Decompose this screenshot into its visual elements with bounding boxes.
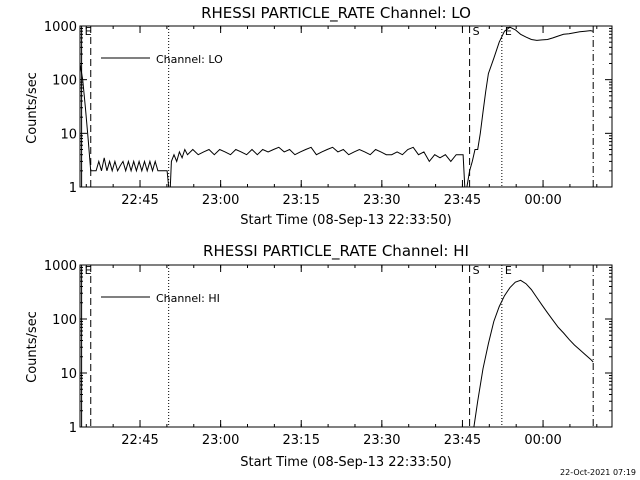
hi-rate-series-line [473, 279, 594, 428]
hi-x-tick-label: 23:45 [444, 433, 481, 448]
hi-y-axis-label: Counts/sec [25, 311, 40, 383]
lo-channel-panel: RHESSI PARTICLE_RATE Channel: LO Start T… [25, 4, 613, 228]
hi-event-marker-label: S [473, 264, 480, 277]
hi-x-tick-label: 23:15 [283, 433, 320, 448]
lo-y-tick-label: 1 [69, 181, 77, 196]
lo-x-tick-label: 23:00 [202, 193, 239, 208]
lo-event-marker-label: E [505, 25, 512, 38]
hi-event-marker-label: E [85, 264, 92, 277]
hi-channel-panel: RHESSI PARTICLE_RATE Channel: HI Start T… [25, 242, 613, 470]
lo-x-tick-label: 23:15 [283, 193, 320, 208]
hi-chart-title: RHESSI PARTICLE_RATE Channel: HI [203, 242, 469, 261]
lo-x-tick-label: 23:45 [444, 193, 481, 208]
lo-y-tick-label: 100 [52, 74, 77, 89]
lo-legend-label: Channel: LO [156, 53, 223, 66]
hi-event-marker-label: E [505, 264, 512, 277]
lo-x-axis-label: Start Time (08-Sep-13 22:33:50) [240, 213, 451, 228]
lo-y-axis-label: Counts/sec [25, 72, 40, 144]
lo-x-tick-label: 23:30 [363, 193, 400, 208]
hi-y-tick-label: 1 [69, 421, 77, 436]
hi-x-tick-label: 23:30 [363, 433, 400, 448]
lo-y-tick-label: 10 [60, 127, 77, 142]
hi-x-axis-label: Start Time (08-Sep-13 22:33:50) [240, 455, 451, 470]
lo-event-marker-label: E [85, 25, 92, 38]
hi-legend-label: Channel: HI [156, 292, 220, 305]
lo-rate-series-line [79, 26, 594, 188]
hi-x-tick-label: 23:00 [202, 433, 239, 448]
hi-y-tick-label: 1000 [44, 259, 77, 274]
hi-y-tick-label: 100 [52, 313, 77, 328]
hi-y-tick-label: 10 [60, 367, 77, 382]
lo-chart-title: RHESSI PARTICLE_RATE Channel: LO [201, 4, 471, 23]
lo-y-tick-label: 1000 [44, 20, 77, 35]
hi-x-tick-label: 00:00 [524, 433, 561, 448]
lo-event-marker-label: S [473, 25, 480, 38]
lo-x-tick-label: 22:45 [121, 193, 158, 208]
hi-plot-frame [79, 264, 613, 428]
footer-timestamp: 22-Oct-2021 07:19 [560, 468, 636, 477]
lo-plot-frame [79, 25, 613, 188]
hi-x-tick-label: 22:45 [121, 433, 158, 448]
lo-x-tick-label: 00:00 [524, 193, 561, 208]
